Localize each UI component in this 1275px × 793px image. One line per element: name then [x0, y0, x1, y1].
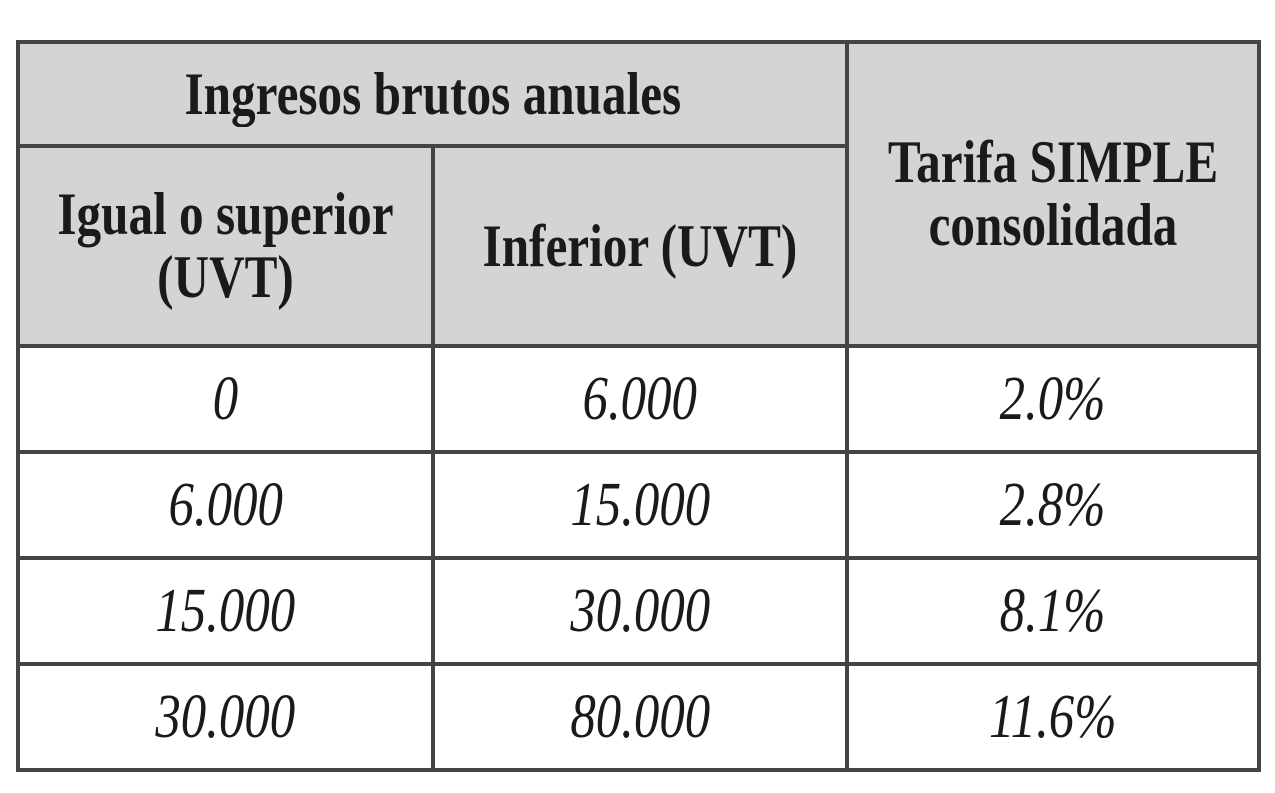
upper-cell: 80.000: [431, 662, 849, 772]
rate-value: 8.1%: [1000, 577, 1106, 645]
lower-value: 15.000: [155, 577, 296, 645]
lower-cell: 15.000: [16, 556, 435, 666]
rate-value: 11.6%: [989, 683, 1117, 751]
lower-cell: 6.000: [16, 450, 435, 560]
lower-value: 0: [212, 365, 239, 433]
table-header: Ingresos brutos anuales Tarifa SIMPLE co…: [16, 40, 1261, 348]
header-row-1: Ingresos brutos anuales Tarifa SIMPLE co…: [16, 40, 1261, 348]
upper-header-cell: Inferior (UVT): [431, 144, 849, 348]
rate-header-label: Tarifa SIMPLE consolidada: [887, 129, 1219, 258]
rate-cell: 11.6%: [845, 662, 1261, 772]
group-header-cell: Ingresos brutos anuales: [16, 40, 849, 148]
table-row: 6.000 15.000 2.8%: [16, 450, 1261, 560]
rate-value: 2.8%: [1000, 471, 1106, 539]
upper-cell: 15.000: [431, 450, 849, 560]
header-row-2: Igual o superior (UVT) Inferior (UVT): [16, 144, 1259, 348]
rate-value: 2.0%: [1000, 365, 1106, 433]
rate-header-cell: Tarifa SIMPLE consolidada: [845, 40, 1261, 348]
lower-value: 30.000: [155, 683, 296, 751]
rate-cell: 2.8%: [845, 450, 1261, 560]
lower-value: 6.000: [168, 471, 283, 539]
upper-value: 6.000: [582, 365, 698, 433]
upper-header-label: Inferior (UVT): [482, 212, 798, 279]
rate-cell: 2.0%: [845, 344, 1261, 454]
rate-cell: 8.1%: [845, 556, 1261, 666]
table-row: 30.000 80.000 11.6%: [16, 662, 1261, 772]
upper-cell: 30.000: [431, 556, 849, 666]
rate-table: Ingresos brutos anuales Tarifa SIMPLE co…: [16, 40, 1261, 772]
table-row: 15.000 30.000 8.1%: [16, 556, 1261, 666]
upper-value: 80.000: [570, 683, 710, 751]
group-header-label: Ingresos brutos anuales: [184, 60, 681, 127]
lower-cell: 0: [16, 344, 435, 454]
upper-cell: 6.000: [431, 344, 849, 454]
table-body: 0 6.000 2.0% 6.000 15.000 2.8% 15.000 30…: [16, 344, 1261, 772]
table-row: 0 6.000 2.0%: [16, 344, 1261, 454]
lower-cell: 30.000: [16, 662, 435, 772]
upper-value: 15.000: [570, 471, 710, 539]
lower-header-label: Igual o superior (UVT): [57, 181, 394, 310]
upper-value: 30.000: [570, 577, 710, 645]
lower-header-cell: Igual o superior (UVT): [16, 144, 435, 348]
